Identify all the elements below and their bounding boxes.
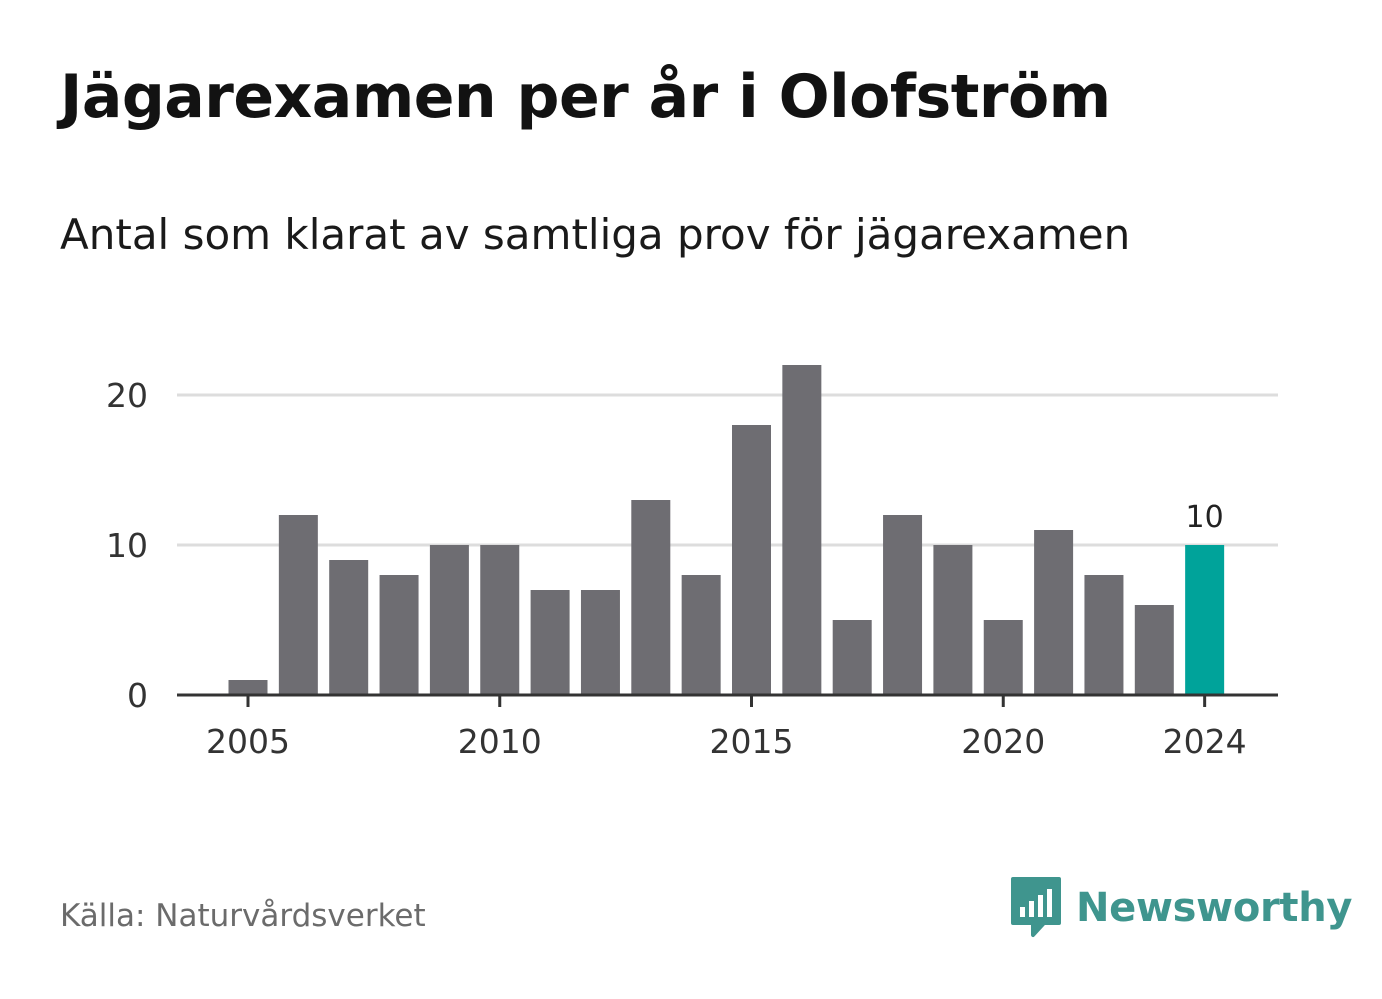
chart-subtitle: Antal som klarat av samtliga prov för jä… <box>60 210 1131 259</box>
bar <box>329 560 369 695</box>
newsworthy-chart-bubble-icon <box>1011 877 1061 937</box>
data-label: 10 <box>1186 500 1224 535</box>
bar <box>530 590 570 695</box>
bar <box>278 515 318 695</box>
y-tick-label: 10 <box>106 526 148 565</box>
bar <box>1084 575 1124 695</box>
bar <box>631 500 671 695</box>
x-tick-label: 2005 <box>206 722 290 761</box>
x-tick-label: 2024 <box>1163 722 1247 761</box>
y-tick-label: 0 <box>127 676 148 715</box>
bar <box>883 515 923 695</box>
bar <box>1134 605 1174 695</box>
x-tick-label: 2015 <box>710 722 794 761</box>
bar <box>933 545 973 695</box>
bar <box>1034 530 1074 695</box>
brand-name: Newsworthy <box>1076 885 1353 931</box>
bar <box>429 545 469 695</box>
y-tick-label: 20 <box>106 376 148 415</box>
highlight-bar <box>1185 545 1225 695</box>
chart-title: Jägarexamen per år i Olofström <box>60 62 1111 132</box>
bar <box>681 575 721 695</box>
brand-logo: Newsworthy <box>1010 876 1353 940</box>
bar <box>983 620 1023 695</box>
bar <box>379 575 419 695</box>
source-note: Källa: Naturvårdsverket <box>60 898 426 934</box>
bar <box>228 680 268 695</box>
bar <box>732 425 771 695</box>
bar <box>580 590 620 695</box>
bar <box>480 545 520 695</box>
x-tick-label: 2020 <box>961 722 1045 761</box>
x-tick-label: 2010 <box>458 722 542 761</box>
bar <box>832 620 872 695</box>
bar <box>782 365 822 695</box>
